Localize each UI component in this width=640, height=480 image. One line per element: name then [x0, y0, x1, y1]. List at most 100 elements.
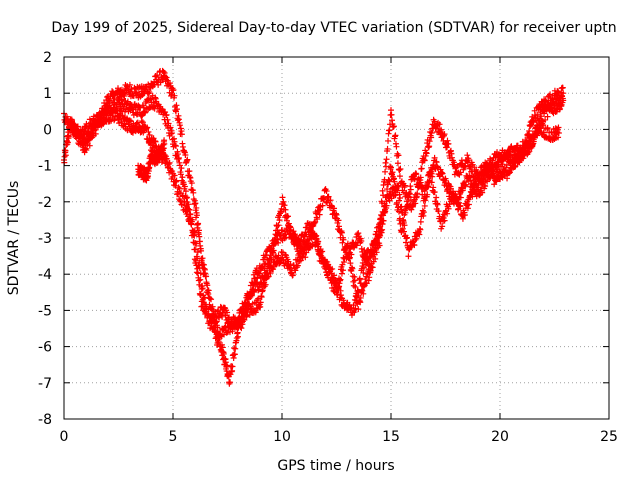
- data-point: [165, 161, 172, 168]
- data-point: [321, 195, 328, 202]
- data-point: [262, 281, 269, 288]
- data-point: [154, 72, 161, 79]
- data-point: [404, 201, 411, 208]
- data-point: [398, 203, 405, 210]
- data-point: [113, 108, 120, 115]
- data-point: [196, 281, 203, 288]
- data-point: [142, 109, 149, 116]
- data-point: [516, 159, 523, 166]
- data-point: [287, 224, 294, 231]
- data-point: [230, 355, 237, 362]
- data-point: [362, 261, 369, 268]
- data-point: [396, 215, 403, 222]
- data-point: [351, 277, 358, 284]
- data-point: [372, 244, 379, 251]
- data-point: [195, 227, 202, 234]
- data-point: [313, 236, 320, 243]
- data-point: [126, 117, 133, 124]
- data-point: [476, 177, 483, 184]
- data-point: [323, 188, 330, 195]
- data-point: [388, 111, 395, 118]
- data-point: [144, 124, 151, 131]
- data-point: [205, 306, 212, 313]
- data-point: [443, 144, 450, 151]
- data-point: [133, 120, 140, 127]
- chart-title: Day 199 of 2025, Sidereal Day-to-day VTE…: [51, 20, 616, 36]
- data-point: [401, 182, 408, 189]
- y-tick-label: -8: [38, 412, 52, 428]
- data-point: [165, 120, 172, 127]
- y-tick-label: -3: [38, 231, 52, 247]
- data-point: [526, 127, 533, 134]
- data-point: [340, 236, 347, 243]
- data-point: [195, 220, 202, 227]
- data-point: [96, 117, 103, 124]
- data-point: [178, 131, 185, 138]
- data-point: [380, 217, 387, 224]
- data-point: [518, 155, 525, 162]
- data-point: [417, 218, 424, 225]
- data-point: [139, 119, 146, 126]
- data-point: [418, 165, 425, 172]
- data-point: [126, 81, 133, 88]
- data-point: [82, 142, 89, 149]
- data-point: [198, 247, 205, 254]
- data-point: [300, 238, 307, 245]
- data-point: [431, 154, 438, 161]
- data-point: [208, 322, 215, 329]
- data-point: [376, 231, 383, 238]
- data-point: [479, 189, 486, 196]
- data-point: [426, 143, 433, 150]
- x-tick-label: 20: [491, 429, 509, 445]
- data-point: [275, 222, 282, 229]
- data-point: [224, 309, 231, 316]
- data-point: [544, 124, 551, 131]
- data-point: [388, 164, 394, 171]
- data-point: [171, 142, 178, 149]
- data-point: [243, 305, 250, 312]
- data-point: [462, 181, 469, 188]
- data-point: [538, 113, 545, 120]
- y-tick-label: -4: [38, 267, 52, 283]
- data-point: [372, 255, 379, 262]
- data-point: [379, 226, 386, 233]
- data-point: [559, 84, 566, 91]
- data-point: [202, 301, 209, 308]
- data-point: [353, 242, 360, 249]
- data-point: [396, 173, 403, 180]
- data-point: [399, 209, 406, 216]
- data-point: [181, 198, 188, 205]
- data-point: [530, 138, 537, 145]
- y-tick-label: 2: [43, 50, 52, 66]
- data-point: [275, 239, 282, 246]
- data-point: [329, 265, 336, 272]
- data-point: [560, 90, 567, 97]
- data-point: [256, 270, 263, 277]
- data-point: [134, 119, 141, 126]
- data-point: [193, 212, 200, 219]
- data-point: [464, 205, 471, 212]
- data-point: [316, 203, 323, 210]
- data-point: [176, 185, 183, 192]
- data-point: [375, 224, 382, 231]
- y-tick-label: -5: [38, 303, 52, 319]
- data-point: [145, 173, 152, 180]
- data-point: [213, 318, 220, 325]
- data-point: [314, 241, 321, 248]
- data-point: [167, 124, 174, 131]
- y-tick-label: 0: [43, 122, 52, 138]
- data-point: [289, 272, 296, 279]
- data-point: [338, 229, 345, 236]
- data-point: [515, 151, 522, 158]
- data-point: [188, 180, 195, 187]
- data-point: [197, 291, 204, 298]
- data-point: [299, 254, 306, 261]
- data-point: [465, 201, 472, 208]
- data-point: [65, 129, 72, 136]
- data-point: [471, 186, 478, 193]
- data-point: [445, 205, 452, 212]
- data-point: [406, 191, 413, 198]
- data-point: [431, 189, 438, 196]
- data-point: [184, 156, 191, 163]
- data-point: [257, 299, 264, 306]
